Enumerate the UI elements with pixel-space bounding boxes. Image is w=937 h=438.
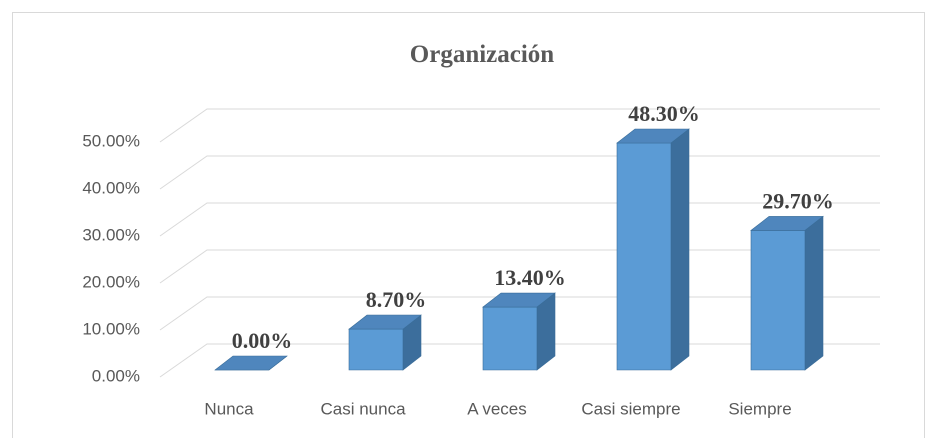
x-tick-label: Siempre <box>728 399 791 418</box>
y-tick-label: 0.00% <box>92 366 140 385</box>
x-tick-label: Casi nunca <box>320 399 406 418</box>
y-tick-label: 30.00% <box>82 225 140 244</box>
bar <box>616 128 690 371</box>
bar-top <box>616 128 690 144</box>
x-tick-label: A veces <box>467 399 527 418</box>
bar-top <box>482 292 556 308</box>
bar-top <box>214 355 288 371</box>
bar-top <box>750 216 824 231</box>
y-tick-label: 10.00% <box>82 319 140 338</box>
x-tick-label: Casi siempre <box>581 399 680 418</box>
bar-side <box>670 128 690 371</box>
grid-line <box>159 108 880 143</box>
bar-front <box>616 142 672 371</box>
bar <box>750 215 824 371</box>
chart-title: Organización <box>410 41 555 68</box>
bar-front <box>482 306 538 371</box>
bar <box>214 355 288 371</box>
y-tick-label: 50.00% <box>82 131 140 150</box>
data-label: 29.70% <box>762 188 834 213</box>
bar <box>348 314 422 371</box>
data-label: 48.30% <box>628 101 700 126</box>
data-label: 0.00% <box>232 328 293 353</box>
bar-front <box>348 328 404 371</box>
bar-front <box>750 230 806 371</box>
bar-top <box>348 314 422 330</box>
data-label: 13.40% <box>494 265 566 290</box>
bar-side <box>804 215 824 371</box>
bar <box>482 292 556 371</box>
x-tick-label: Nunca <box>204 399 254 418</box>
data-label: 8.70% <box>366 287 427 312</box>
y-tick-label: 40.00% <box>82 178 140 197</box>
y-tick-label: 20.00% <box>82 272 140 291</box>
